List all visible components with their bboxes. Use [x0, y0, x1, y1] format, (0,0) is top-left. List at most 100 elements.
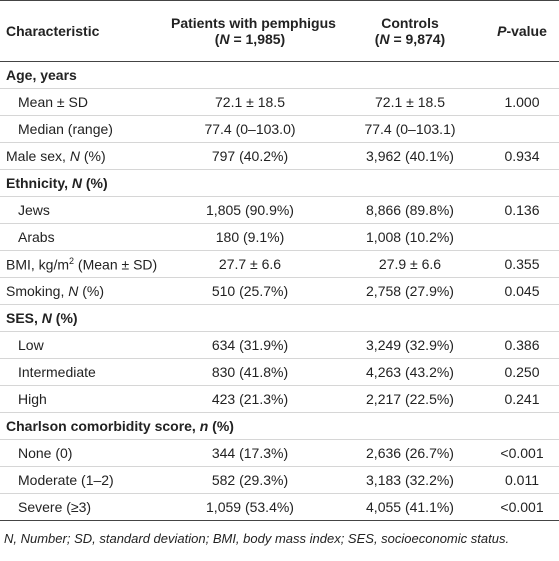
cell-text: (%): [81, 175, 108, 191]
cell: Ethnicity, N (%): [0, 169, 559, 197]
cell: Jews: [0, 196, 165, 224]
table-row: None (0) 344 (17.3%) 2,636 (26.7%) <0.001: [0, 439, 559, 467]
header-text: = 1,985): [229, 31, 286, 47]
table-row: Age, years: [0, 61, 559, 89]
table-body: Age, years Mean ± SD 72.1 ± 18.5 72.1 ± 18.…: [0, 61, 559, 521]
cell: Moderate (1–2): [0, 466, 165, 494]
cell: None (0): [0, 439, 165, 467]
table-row: Charlson comorbidity score, n (%): [0, 412, 559, 440]
header-row: Characteristic Patients with pemphigus (N…: [0, 0, 559, 62]
cell: 1,008 (10.2%): [335, 223, 485, 251]
cell: 344 (17.3%): [165, 439, 335, 467]
cell-text: Charlson comorbidity score,: [6, 418, 200, 434]
cell: 0.355: [485, 250, 559, 278]
cell: 2,217 (22.5%): [335, 385, 485, 413]
cell: 180 (9.1%): [165, 223, 335, 251]
cell: 4,055 (41.1%): [335, 493, 485, 521]
cell: High: [0, 385, 165, 413]
cell: 2,758 (27.9%): [335, 277, 485, 305]
cell-text: SES,: [6, 310, 42, 326]
table-row: Ethnicity, N (%): [0, 169, 559, 197]
cell: Mean ± SD: [0, 88, 165, 116]
cell-text: BMI, kg/m: [6, 256, 70, 273]
header-cell: Controls (N = 9,874): [335, 0, 485, 62]
cell: 27.7 ± 6.6: [165, 250, 335, 278]
cell: 3,183 (32.2%): [335, 466, 485, 494]
cell-text: Male sex,: [6, 148, 70, 164]
table-row: High 423 (21.3%) 2,217 (22.5%) 0.241: [0, 385, 559, 413]
cell-text: (%): [78, 283, 105, 299]
cell: Smoking, N (%): [0, 277, 165, 305]
cell-text: N: [41, 310, 52, 326]
cell-text: Age, years: [6, 67, 77, 83]
cell: 77.4 (0–103.0): [165, 115, 335, 143]
cell: Median (range): [0, 115, 165, 143]
cell: Low: [0, 331, 165, 359]
cell: 0.934: [485, 142, 559, 170]
header-text: N: [219, 31, 230, 47]
header-text: N: [379, 31, 390, 47]
cell: 423 (21.3%): [165, 385, 335, 413]
cell: <0.001: [485, 493, 559, 521]
cell: 0.011: [485, 466, 559, 494]
cell-text: Smoking,: [6, 283, 69, 299]
cell: Male sex, N (%): [0, 142, 165, 170]
cell: 0.045: [485, 277, 559, 305]
cell: 0.250: [485, 358, 559, 386]
cell-text: (%): [51, 310, 78, 326]
cell-text: (%): [79, 148, 106, 164]
cell: Age, years: [0, 61, 559, 89]
table-row: Median (range) 77.4 (0–103.0) 77.4 (0–103.…: [0, 115, 559, 143]
cell: 0.136: [485, 196, 559, 224]
cell: 1,059 (53.4%): [165, 493, 335, 521]
cell: 3,962 (40.1%): [335, 142, 485, 170]
cell: Arabs: [0, 223, 165, 251]
header-cell: Characteristic: [0, 0, 165, 62]
header-text: -value: [506, 23, 547, 39]
header-text: = 9,874): [389, 31, 446, 47]
footnote: N, Number; SD, standard deviation; BMI, …: [4, 531, 510, 546]
cell-text: N: [69, 148, 80, 164]
cell-text: (%): [208, 418, 234, 434]
cell-text: Ethnicity,: [6, 175, 72, 191]
table-row: Moderate (1–2) 582 (29.3%) 3,183 (32.2%) 0.…: [0, 466, 559, 494]
cell-text: N: [71, 175, 82, 191]
table-row: Jews 1,805 (90.9%) 8,866 (89.8%) 0.136: [0, 196, 559, 224]
header-text: (: [374, 31, 380, 47]
header-text: Controls: [381, 15, 439, 31]
cell: 27.9 ± 6.6: [335, 250, 485, 278]
table-row: Smoking, N (%) 510 (25.7%) 2,758 (27.9%) 0.…: [0, 277, 559, 305]
cell: 1,805 (90.9%): [165, 196, 335, 224]
cell: 797 (40.2%): [165, 142, 335, 170]
cell: 77.4 (0–103.1): [335, 115, 485, 143]
cell: Severe (≥3): [0, 493, 165, 521]
cell-text: (Mean ± SD): [74, 256, 158, 273]
cell: BMI, kg/m2 (Mean ± SD): [0, 250, 165, 278]
header-cell: Patients with pemphigus (N = 1,985): [165, 0, 336, 62]
table-row: Low 634 (31.9%) 3,249 (32.9%) 0.386: [0, 331, 559, 359]
cell: 0.241: [485, 385, 559, 413]
header-text: Patients with pemphigus: [171, 15, 336, 31]
table: Characteristic Patients with pemphigus (N…: [0, 0, 559, 521]
table-row: Intermediate 830 (41.8%) 4,263 (43.2%) 0.25…: [0, 358, 559, 386]
table-row: BMI, kg/m2 (Mean ± SD) 27.7 ± 6.6 27.9 ± 6…: [0, 250, 559, 278]
cell: 830 (41.8%): [165, 358, 335, 386]
header-cell: P-value: [485, 0, 559, 62]
cell: SES, N (%): [0, 304, 559, 332]
cell: 510 (25.7%): [165, 277, 335, 305]
table-row: Arabs 180 (9.1%) 1,008 (10.2%): [0, 223, 559, 251]
empty-cell: [485, 223, 559, 251]
cell: 582 (29.3%): [165, 466, 335, 494]
cell: Charlson comorbidity score, n (%): [0, 412, 559, 440]
cell: 4,263 (43.2%): [335, 358, 485, 386]
cell: 634 (31.9%): [165, 331, 335, 359]
cell: 8,866 (89.8%): [335, 196, 485, 224]
cell: 3,249 (32.9%): [335, 331, 485, 359]
table-row: Mean ± SD 72.1 ± 18.5 72.1 ± 18.5 1.000: [0, 88, 559, 116]
cell: Intermediate: [0, 358, 165, 386]
table-row: Male sex, N (%) 797 (40.2%) 3,962 (40.1%) 0…: [0, 142, 559, 170]
empty-cell: [485, 115, 559, 143]
cell: 1.000: [485, 88, 559, 116]
cell-text: 2: [69, 255, 75, 266]
